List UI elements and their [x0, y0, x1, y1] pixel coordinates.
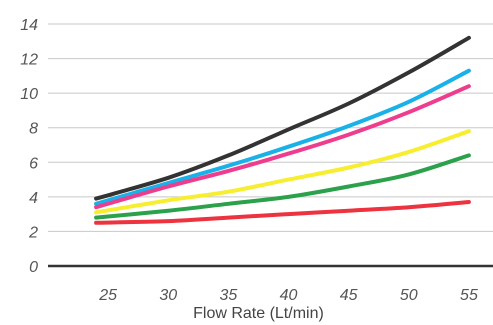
- series-line: [94, 129, 471, 215]
- y-tick-label: 0: [29, 259, 38, 276]
- y-tick-label: 8: [29, 121, 38, 138]
- y-tick-label: 2: [28, 224, 38, 241]
- series-line: [94, 68, 471, 206]
- y-axis-tick-labels: 0 2 4 6 8 10 12 14: [20, 17, 38, 276]
- x-axis-tick-labels: 25 30 35 40 45 50 55: [98, 287, 478, 304]
- y-tick-label: 12: [20, 52, 38, 69]
- series-line: [94, 153, 471, 220]
- y-tick-label: 10: [20, 86, 38, 103]
- x-tick-label: 55: [460, 287, 478, 304]
- x-tick-label: 30: [159, 287, 177, 304]
- x-tick-label: 50: [400, 287, 418, 304]
- series-line: [94, 35, 471, 201]
- x-axis-title: Flow Rate (Lt/min): [193, 305, 324, 322]
- series-line: [94, 84, 471, 210]
- series-line: [94, 200, 471, 225]
- series-lines: [94, 35, 471, 225]
- y-tick-label: 14: [20, 17, 38, 34]
- x-tick-label: 25: [98, 287, 117, 304]
- x-tick-label: 40: [280, 287, 298, 304]
- y-tick-label: 6: [29, 155, 38, 172]
- y-tick-label: 4: [29, 190, 38, 207]
- x-tick-label: 35: [220, 287, 238, 304]
- x-tick-label: 45: [340, 287, 358, 304]
